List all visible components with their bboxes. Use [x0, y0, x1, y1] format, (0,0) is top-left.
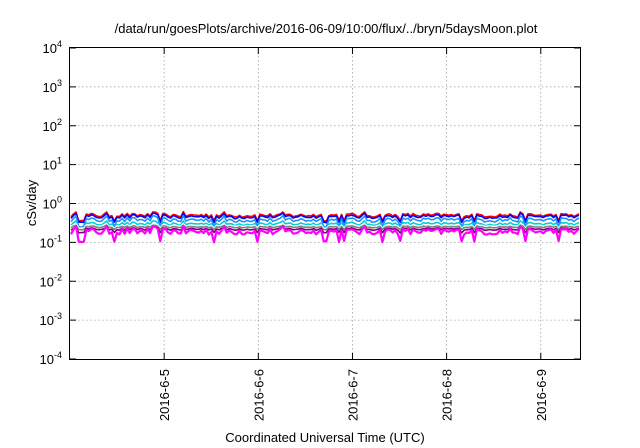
x-tick-label: 2016-6-8 [440, 369, 455, 421]
series-line [70, 222, 580, 230]
y-axis: 10-4 10-3 10-2 10-1 100 101 102 103 104 [40, 39, 580, 367]
series-group [70, 210, 580, 244]
plot-frame [69, 47, 581, 360]
x-axis: 2016-6-5 2016-6-6 2016-6-7 2016-6-8 2016-6-9 [157, 48, 549, 421]
y-tick-label: 104 [43, 39, 62, 56]
y-tick-label: 10-4 [40, 350, 62, 367]
series-line [70, 224, 580, 231]
x-tick-label: 2016-6-5 [157, 369, 172, 421]
x-tick-label: 2016-6-9 [534, 369, 549, 421]
series-line [70, 210, 580, 222]
grid-lines [70, 48, 580, 359]
y-tick-label: 103 [43, 78, 62, 95]
y-tick-label: 101 [43, 156, 62, 173]
y-tick-label: 10-3 [40, 311, 62, 328]
series-line [70, 212, 580, 224]
y-tick-label: 102 [43, 117, 62, 134]
y-axis-label: cSv/day [24, 179, 39, 226]
series-line [70, 224, 580, 244]
x-tick-label: 2016-6-7 [345, 369, 360, 421]
x-tick-label: 2016-6-6 [251, 369, 266, 421]
x-axis-label: Coordinated Universal Time (UTC) [225, 430, 424, 445]
y-tick-label: 10-2 [40, 272, 62, 289]
y-tick-label: 100 [43, 195, 62, 212]
series-line [70, 214, 580, 228]
chart-title: /data/run/goesPlots/archive/2016-06-09/1… [115, 21, 538, 36]
y-tick-label: 10-1 [40, 233, 62, 250]
